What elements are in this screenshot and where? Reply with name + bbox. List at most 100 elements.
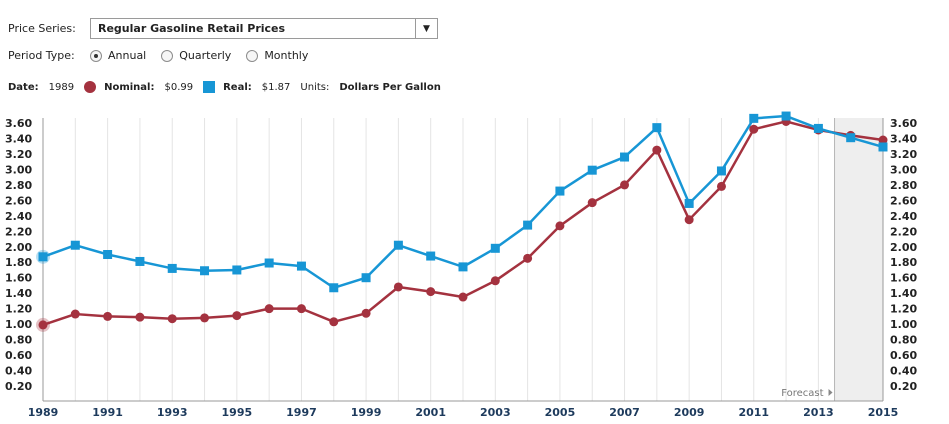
- real-point[interactable]: [458, 262, 468, 272]
- real-point[interactable]: [70, 240, 80, 250]
- nominal-point[interactable]: [523, 253, 533, 263]
- price-series-select[interactable]: Regular Gasoline Retail Prices ▼: [90, 18, 438, 39]
- x-tick-label: 2011: [738, 406, 769, 419]
- real-point[interactable]: [296, 261, 306, 271]
- nominal-point[interactable]: [587, 198, 597, 208]
- real-point[interactable]: [878, 142, 888, 152]
- nominal-point[interactable]: [555, 221, 565, 231]
- real-point[interactable]: [490, 243, 500, 253]
- nominal-point[interactable]: [716, 181, 726, 191]
- real-point[interactable]: [781, 111, 791, 121]
- y-tick-label-left: 3.20: [5, 148, 32, 161]
- nominal-point[interactable]: [232, 311, 242, 321]
- real-point[interactable]: [329, 283, 339, 293]
- real-point[interactable]: [393, 240, 403, 250]
- nominal-point[interactable]: [200, 313, 210, 323]
- y-tick-label-left: 0.40: [5, 365, 32, 378]
- nominal-point[interactable]: [684, 215, 694, 225]
- y-tick-label-left: 0.80: [5, 334, 32, 347]
- real-point[interactable]: [620, 152, 630, 162]
- x-tick-label: 1989: [28, 406, 59, 419]
- y-tick-label-right: 2.80: [890, 179, 917, 192]
- real-point[interactable]: [232, 265, 242, 275]
- x-tick-label: 2003: [480, 406, 511, 419]
- radio-selected-icon[interactable]: [90, 49, 102, 62]
- nominal-point[interactable]: [490, 276, 500, 286]
- period-monthly-label: Monthly: [264, 49, 309, 62]
- period-quarterly-radio[interactable]: Quarterly: [161, 49, 231, 62]
- nominal-point[interactable]: [38, 320, 48, 330]
- price-series-row: Price Series: Regular Gasoline Retail Pr…: [8, 18, 438, 39]
- nominal-legend-icon: [84, 81, 97, 93]
- real-point[interactable]: [426, 251, 436, 261]
- radio-unselected-icon[interactable]: [246, 49, 259, 62]
- nominal-point[interactable]: [296, 304, 306, 314]
- y-tick-label-right: 3.40: [890, 132, 917, 145]
- real-label: Real:: [223, 81, 252, 93]
- controls-panel: Price Series: Regular Gasoline Retail Pr…: [0, 0, 949, 110]
- real-point[interactable]: [652, 123, 662, 133]
- nominal-point[interactable]: [167, 314, 177, 324]
- y-tick-label-right: 2.60: [890, 194, 917, 207]
- real-point[interactable]: [749, 113, 759, 123]
- nominal-point[interactable]: [103, 311, 113, 321]
- price-series-label: Price Series:: [8, 22, 76, 35]
- nominal-point[interactable]: [264, 304, 274, 314]
- real-point[interactable]: [813, 123, 823, 133]
- real-point[interactable]: [361, 273, 371, 283]
- nominal-point[interactable]: [329, 317, 339, 327]
- real-point[interactable]: [523, 220, 533, 230]
- radio-unselected-icon[interactable]: [161, 49, 174, 62]
- y-tick-label-left: 3.00: [5, 163, 32, 176]
- period-monthly-radio[interactable]: Monthly: [246, 49, 308, 62]
- axes: 0.20 0.20 0.40 0.40 0.60 0.60 0.80 0.80 1.00 1.00…: [5, 117, 917, 419]
- price-series-value: Regular Gasoline Retail Prices: [98, 22, 286, 35]
- forecast-region: Forecast: [781, 118, 883, 401]
- y-tick-label-right: 0.80: [890, 334, 917, 347]
- period-type-row: Period Type: Annual Quarterly Monthly: [8, 49, 323, 62]
- chevron-down-icon[interactable]: ▼: [415, 19, 437, 38]
- real-point[interactable]: [200, 266, 210, 276]
- y-tick-label-left: 1.60: [5, 272, 32, 285]
- x-tick-label: 2013: [803, 406, 834, 419]
- real-point[interactable]: [716, 166, 726, 176]
- date-label: Date:: [8, 81, 39, 93]
- x-tick-label: 2007: [609, 406, 640, 419]
- nominal-point[interactable]: [70, 309, 80, 319]
- nominal-point[interactable]: [749, 124, 759, 134]
- price-chart[interactable]: Forecast 0.20 0.20 0.40 0.40 0.60 0.60 0.80 0.8…: [0, 108, 949, 424]
- y-tick-label-left: 1.00: [5, 318, 32, 331]
- nominal-point[interactable]: [361, 308, 371, 318]
- series[interactable]: [36, 111, 888, 332]
- nominal-point[interactable]: [620, 180, 630, 190]
- y-tick-label-right: 0.20: [890, 380, 917, 393]
- real-point[interactable]: [846, 133, 856, 143]
- units-value: Dollars Per Gallon: [339, 81, 441, 93]
- y-tick-label-left: 2.40: [5, 210, 32, 223]
- real-point[interactable]: [555, 186, 565, 196]
- nominal-point[interactable]: [878, 135, 888, 145]
- nominal-point[interactable]: [393, 282, 403, 292]
- real-point[interactable]: [167, 263, 177, 273]
- y-tick-label-left: 2.60: [5, 194, 32, 207]
- y-tick-label-right: 2.20: [890, 225, 917, 238]
- real-point[interactable]: [103, 250, 113, 259]
- real-point[interactable]: [264, 258, 274, 268]
- real-point[interactable]: [684, 198, 694, 208]
- real-point[interactable]: [135, 256, 145, 266]
- nominal-point[interactable]: [652, 145, 662, 155]
- period-annual-radio[interactable]: Annual: [90, 49, 146, 62]
- nominal-value: $0.99: [164, 81, 194, 93]
- y-tick-label-right: 3.60: [890, 117, 917, 130]
- nominal-point[interactable]: [135, 312, 145, 322]
- real-point[interactable]: [587, 165, 597, 175]
- y-tick-label-left: 2.80: [5, 179, 32, 192]
- units-label: Units:: [300, 81, 330, 93]
- y-tick-label-left: 3.40: [5, 132, 32, 145]
- nominal-point[interactable]: [426, 287, 436, 297]
- nominal-point[interactable]: [458, 292, 468, 302]
- x-tick-label: 1997: [286, 406, 317, 419]
- y-tick-label-left: 2.20: [5, 225, 32, 238]
- real-point[interactable]: [38, 252, 48, 262]
- y-tick-label-right: 2.40: [890, 210, 917, 223]
